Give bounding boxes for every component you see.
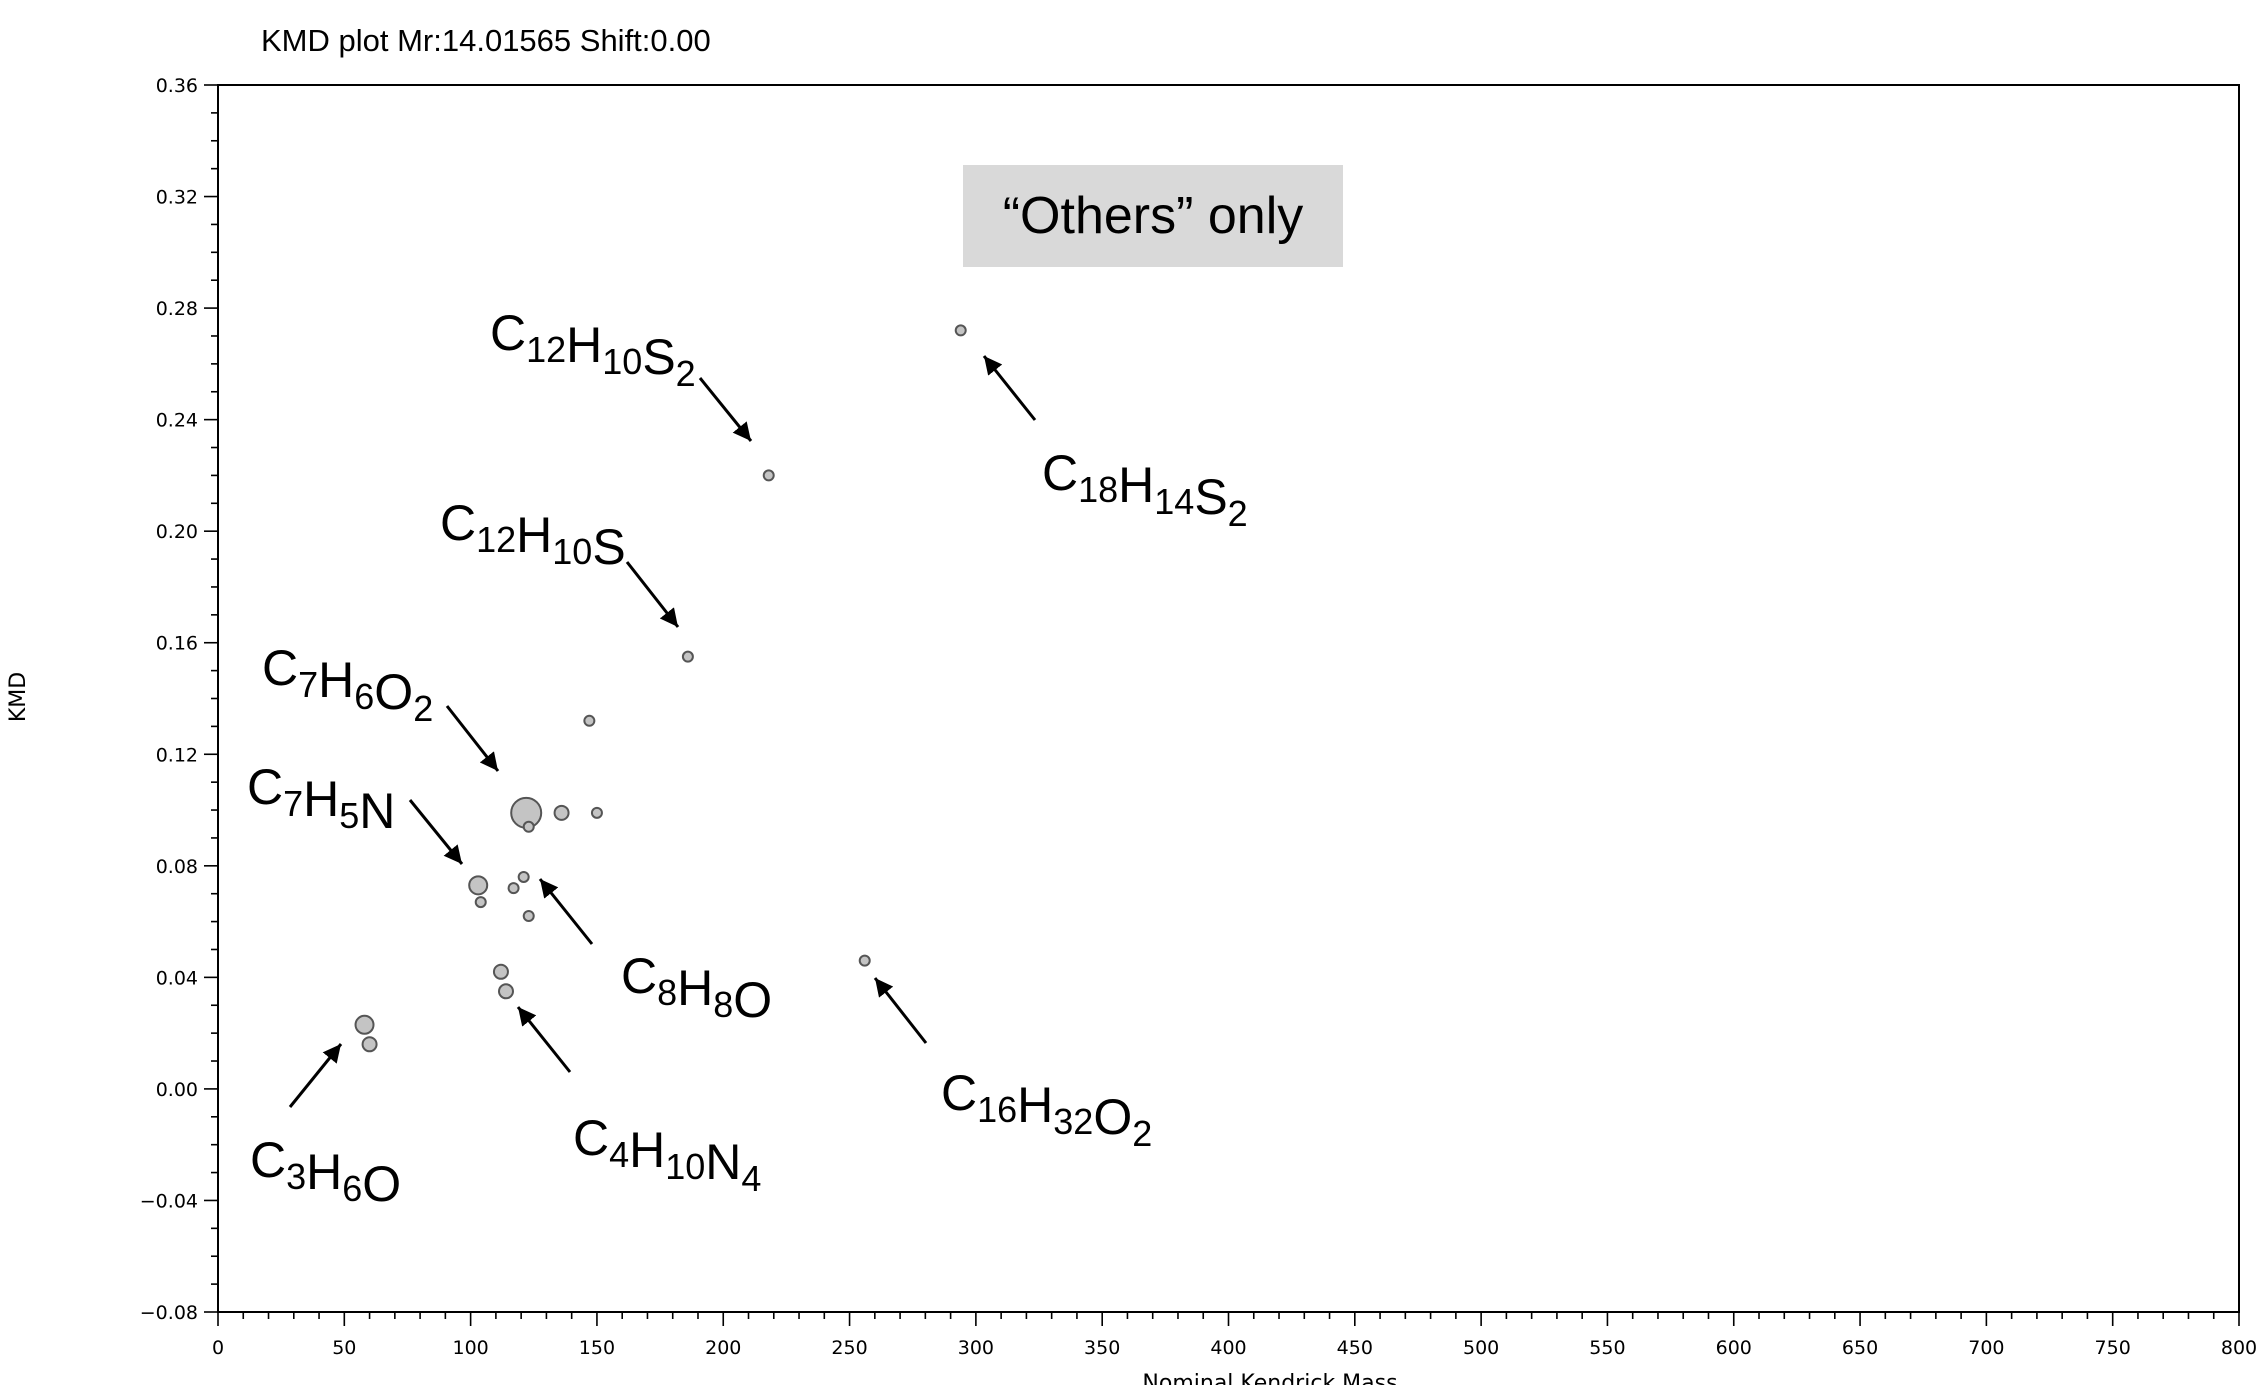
data-point bbox=[858, 954, 871, 967]
x-tick-label: 50 bbox=[332, 1337, 356, 1359]
x-tick-label: 450 bbox=[1337, 1337, 1373, 1359]
annotation-arrow bbox=[982, 355, 1037, 421]
formula-annotations: C3H6O C4H10N4 C7H5N C7H6O2 C8H8O C12H10S C12H1… bbox=[247, 305, 1248, 1212]
x-tick-label: 750 bbox=[2095, 1337, 2131, 1359]
y-tick-label: 0.28 bbox=[156, 298, 198, 320]
data-point bbox=[681, 650, 694, 663]
data-point bbox=[497, 983, 514, 1000]
x-tick-labels: 0 50 100 150 200 250 300 350 400 450 500 550 600 650 7… bbox=[212, 1337, 2257, 1359]
y-tick-label: 0.24 bbox=[156, 410, 198, 432]
y-tick-label: 0.16 bbox=[156, 633, 198, 655]
data-point bbox=[468, 875, 489, 896]
data-point bbox=[590, 806, 603, 819]
note-text: “Others” only bbox=[1003, 187, 1304, 245]
data-point bbox=[522, 820, 535, 833]
y-tick-label: 0.36 bbox=[156, 75, 198, 97]
data-point bbox=[507, 882, 520, 895]
y-tick-label: 0.04 bbox=[156, 967, 198, 989]
x-tick-label: 400 bbox=[1210, 1337, 1246, 1359]
y-tick-label: −0.04 bbox=[140, 1190, 198, 1212]
formula-label: C18H14S2 bbox=[1042, 445, 1248, 534]
data-point bbox=[553, 804, 570, 821]
data-point bbox=[517, 870, 530, 883]
annotation-arrow bbox=[445, 705, 500, 772]
formula-label: C12H10S2 bbox=[490, 305, 696, 394]
annotation-arrows bbox=[288, 355, 1037, 1108]
y-tick-label: 0.32 bbox=[156, 187, 198, 209]
formula-label: C3H6O bbox=[250, 1132, 401, 1212]
data-point bbox=[583, 714, 596, 727]
formula-label: C12H10S bbox=[440, 495, 626, 575]
x-axis-label: Nominal Kendrick Mass bbox=[1142, 1371, 1397, 1385]
data-point bbox=[762, 469, 775, 482]
annotation-arrow bbox=[625, 561, 680, 628]
y-tick-label: 0.12 bbox=[156, 744, 198, 766]
formula-label: C7H6O2 bbox=[262, 640, 433, 729]
formula-label: C16H32O2 bbox=[941, 1065, 1152, 1154]
annotation-arrow bbox=[288, 1043, 343, 1108]
y-tick-label: −0.08 bbox=[140, 1302, 198, 1324]
data-point bbox=[522, 910, 535, 923]
x-tick-label: 500 bbox=[1463, 1337, 1499, 1359]
x-tick-label: 350 bbox=[1084, 1337, 1120, 1359]
x-tick-label: 100 bbox=[452, 1337, 488, 1359]
x-tick-label: 650 bbox=[1842, 1337, 1878, 1359]
formula-label: C4H10N4 bbox=[573, 1110, 761, 1199]
x-tick-label: 300 bbox=[958, 1337, 994, 1359]
axis-ticks bbox=[204, 84, 2240, 1326]
data-point bbox=[361, 1036, 378, 1053]
y-tick-label: 0.00 bbox=[156, 1079, 198, 1101]
x-tick-label: 800 bbox=[2221, 1337, 2257, 1359]
y-tick-label: 0.08 bbox=[156, 856, 198, 878]
x-tick-label: 150 bbox=[579, 1337, 615, 1359]
data-point bbox=[354, 1014, 375, 1035]
plot-area bbox=[217, 84, 2240, 1313]
data-point bbox=[492, 963, 509, 980]
annotation-arrow bbox=[516, 1006, 572, 1073]
x-tick-label: 200 bbox=[705, 1337, 741, 1359]
x-tick-label: 700 bbox=[1968, 1337, 2004, 1359]
formula-label: C8H8O bbox=[621, 948, 772, 1028]
annotation-arrow bbox=[873, 977, 928, 1044]
chart-title: KMD plot Mr:14.01565 Shift:0.00 bbox=[261, 23, 711, 58]
formula-label: C7H5N bbox=[247, 759, 395, 839]
y-axis-label: KMD bbox=[6, 672, 31, 722]
y-tick-labels: −0.08 −0.04 0.00 0.04 0.08 0.12 0.16 0.20 0.24 0.… bbox=[140, 75, 198, 1324]
annotation-arrow bbox=[408, 799, 464, 865]
x-tick-label: 600 bbox=[1716, 1337, 1752, 1359]
data-points bbox=[354, 324, 967, 1053]
note-box bbox=[963, 165, 1343, 267]
data-point bbox=[954, 324, 967, 337]
x-tick-label: 550 bbox=[1589, 1337, 1625, 1359]
y-tick-label: 0.20 bbox=[156, 521, 198, 543]
data-point bbox=[474, 896, 487, 909]
annotation-arrow bbox=[698, 377, 753, 442]
annotation-arrow bbox=[538, 878, 594, 945]
x-tick-label: 0 bbox=[212, 1337, 224, 1359]
x-tick-label: 250 bbox=[831, 1337, 867, 1359]
